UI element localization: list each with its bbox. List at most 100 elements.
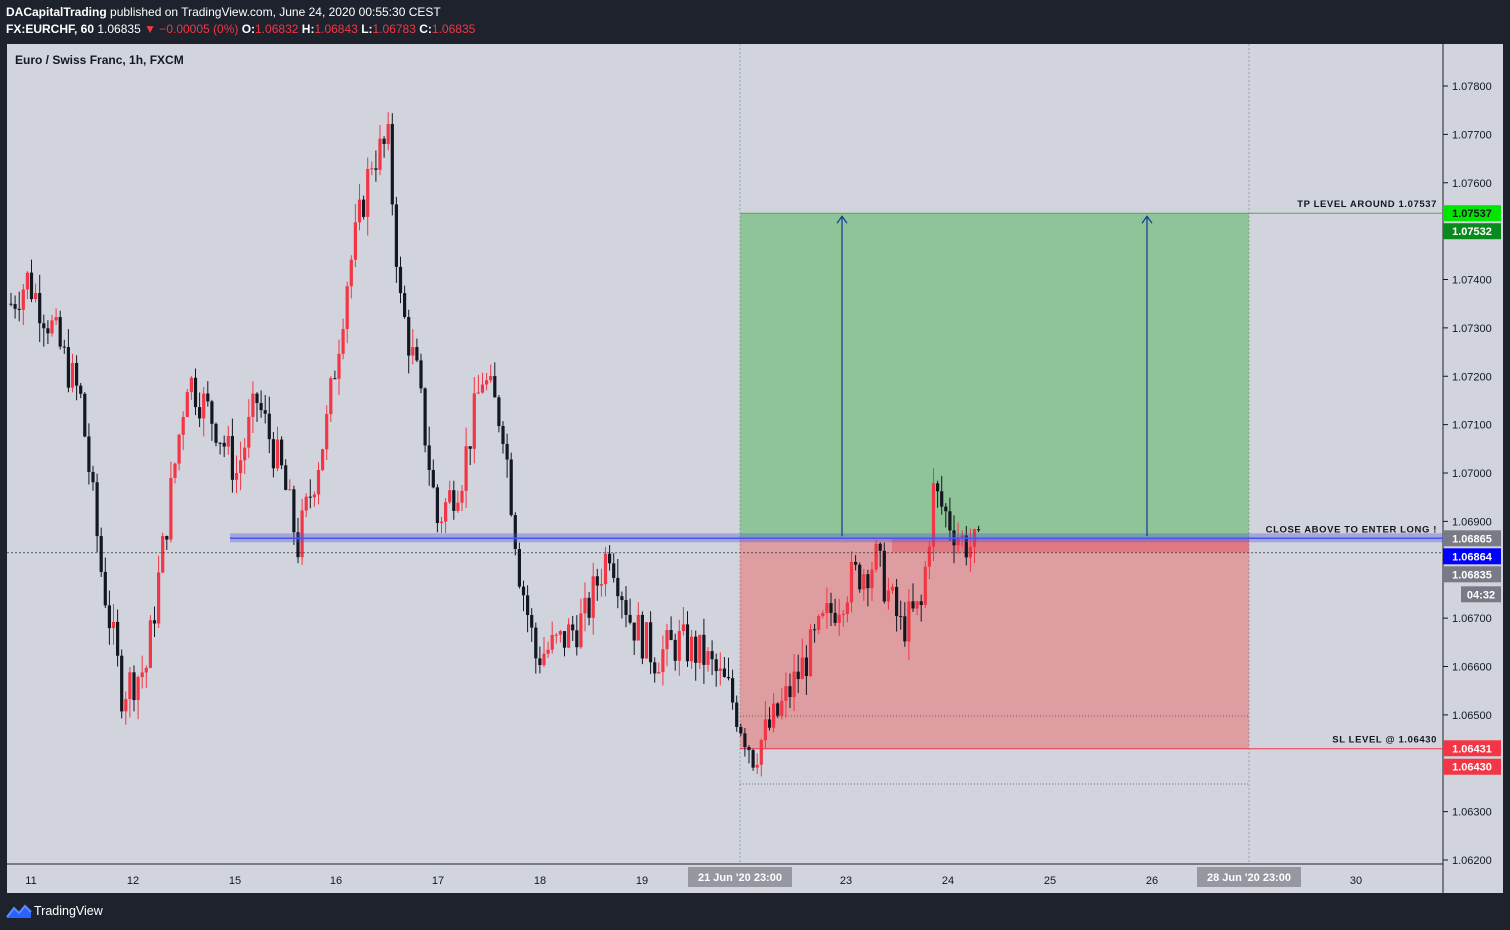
candle (34, 283, 38, 303)
candle-body (731, 678, 735, 703)
candle (690, 630, 694, 669)
candle-body (661, 649, 665, 673)
candle-body (173, 463, 177, 478)
candle (157, 555, 161, 628)
candle (214, 422, 218, 447)
candle (29, 259, 34, 303)
candle (468, 446, 472, 466)
x-tick-label: 24 (942, 875, 954, 887)
author-name[interactable]: DACapitalTrading (6, 5, 107, 19)
target-zone[interactable] (740, 213, 1249, 539)
candle (977, 525, 981, 533)
candle (915, 600, 919, 616)
candle-body (821, 613, 825, 617)
candle (616, 558, 620, 609)
tradingview-brand[interactable]: TradingView (34, 904, 103, 918)
tradingview-logo-icon[interactable] (6, 903, 32, 919)
candle-body (927, 546, 931, 567)
y-tick-label: 1.06200 (1452, 855, 1492, 867)
candle (378, 124, 382, 176)
candle-body (444, 502, 448, 522)
candle-body (132, 672, 136, 701)
candle-body (558, 631, 562, 635)
candle-body (239, 460, 243, 474)
candle-body (509, 459, 513, 516)
candle-body (58, 317, 62, 347)
candle-body (193, 377, 198, 408)
candle-body (407, 317, 411, 356)
candle-body (936, 483, 940, 492)
target-arrow[interactable] (836, 215, 848, 537)
candle-body (579, 613, 583, 648)
y-tick-label: 1.07700 (1452, 129, 1492, 141)
candle-body (854, 561, 858, 565)
stop-zone[interactable] (740, 538, 1249, 749)
candle (907, 588, 911, 661)
candle-body (714, 659, 718, 672)
candle (329, 376, 333, 422)
candle (550, 621, 554, 654)
candle-body (964, 535, 968, 558)
candle (185, 388, 189, 418)
candle-body (341, 329, 345, 354)
candle (804, 645, 808, 695)
candle-body (345, 286, 349, 330)
candle (817, 614, 821, 634)
candle (567, 618, 571, 649)
candle (13, 295, 17, 319)
candle-body (321, 449, 325, 471)
candle (636, 602, 640, 641)
candle-body (603, 553, 608, 585)
candle-body (862, 574, 866, 590)
candle (665, 624, 669, 667)
price-label-box (1443, 530, 1501, 547)
candle-body (841, 613, 845, 615)
candle (296, 517, 300, 564)
candle-body (46, 328, 50, 334)
candle-body (161, 536, 165, 573)
candle (210, 399, 214, 441)
candle (599, 568, 603, 597)
candle-body (706, 651, 710, 665)
candle (940, 475, 944, 515)
candle-body (296, 532, 300, 558)
candle-body (620, 596, 624, 601)
annotation-label[interactable]: CLOSE ABOVE TO ENTER LONG ! (1266, 524, 1437, 535)
candle-body (546, 649, 550, 654)
candle (825, 587, 829, 629)
candle-body (325, 414, 329, 450)
annotation-label[interactable]: SL LEVEL @ 1.06430 (1332, 735, 1437, 746)
candle-body (91, 471, 95, 483)
candle-body (120, 655, 124, 712)
candle-body (95, 482, 99, 537)
candle (390, 113, 394, 216)
candle (702, 618, 706, 684)
y-tick-label: 1.06900 (1452, 516, 1492, 528)
candle (538, 646, 542, 674)
candle (403, 285, 407, 319)
candle (230, 418, 234, 493)
candle-body (144, 667, 148, 673)
y-tick-label: 1.07800 (1452, 81, 1492, 93)
position-tool[interactable] (739, 44, 1443, 864)
overlays: TP LEVEL AROUND 1.07537 CLOSE ABOVE TO EN… (7, 199, 1443, 785)
candle-body (312, 494, 316, 498)
pane-title: Euro / Swiss Franc, 1h, FXCM (15, 53, 184, 67)
x-range-label: 28 Jun '20 23:00 (1207, 872, 1291, 884)
y-tick-label: 1.07300 (1452, 323, 1492, 335)
candle-body (230, 435, 234, 480)
candle-body (116, 621, 120, 656)
candle (964, 525, 968, 566)
candle (489, 364, 493, 384)
y-tick-label: 1.06600 (1452, 662, 1492, 674)
candle-body (152, 620, 157, 624)
target-arrow[interactable] (1141, 215, 1153, 537)
candle-body (890, 586, 895, 591)
candle-body (333, 378, 337, 380)
y-tick-label: 1.07100 (1452, 420, 1492, 432)
x-tick-label: 15 (229, 875, 241, 887)
candle (542, 636, 546, 668)
annotation-label[interactable]: TP LEVEL AROUND 1.07537 (1297, 199, 1437, 210)
candle (534, 622, 538, 674)
